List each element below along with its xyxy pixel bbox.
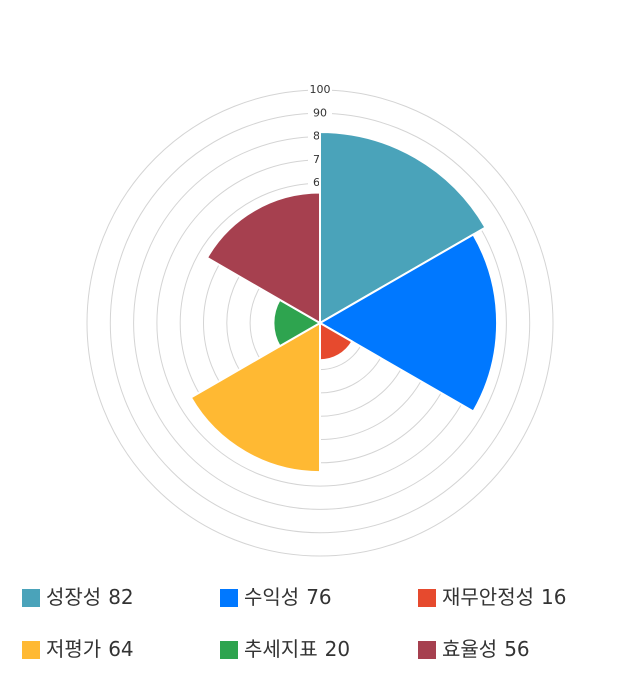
legend-label: 저평가 64	[46, 637, 134, 661]
legend-value: 76	[306, 585, 331, 609]
legend-name: 저평가	[46, 637, 101, 661]
legend-name: 추세지표	[244, 637, 318, 661]
legend-name: 성장성	[46, 585, 101, 609]
legend-name: 재무안정성	[442, 585, 534, 609]
legend-swatch	[22, 641, 40, 659]
legend-label: 수익성 76	[244, 585, 332, 609]
legend-swatch	[22, 589, 40, 607]
legend-swatch	[220, 641, 238, 659]
sector	[205, 191, 321, 325]
legend-swatch	[220, 589, 238, 607]
legend-label: 재무안정성 16	[442, 585, 566, 609]
sector	[189, 321, 321, 474]
legend-swatch	[418, 641, 436, 659]
legend-value: 82	[108, 585, 133, 609]
r-tick-label: 100	[310, 83, 331, 96]
legend-label: 효율성 56	[442, 637, 530, 661]
tick-bg	[308, 106, 332, 120]
legend-name: 효율성	[442, 637, 497, 661]
legend-label: 추세지표 20	[244, 637, 350, 661]
legend-value: 16	[541, 585, 566, 609]
legend-value: 56	[504, 637, 529, 661]
legend-swatch	[418, 589, 436, 607]
legend-name: 수익성	[244, 585, 299, 609]
legend-value: 64	[108, 637, 133, 661]
sector	[319, 130, 487, 325]
legend-label: 성장성 82	[46, 585, 134, 609]
tick-bg	[308, 83, 332, 96]
r-tick-label: 90	[313, 106, 327, 119]
legend-value: 20	[325, 637, 350, 661]
sector	[317, 233, 498, 413]
